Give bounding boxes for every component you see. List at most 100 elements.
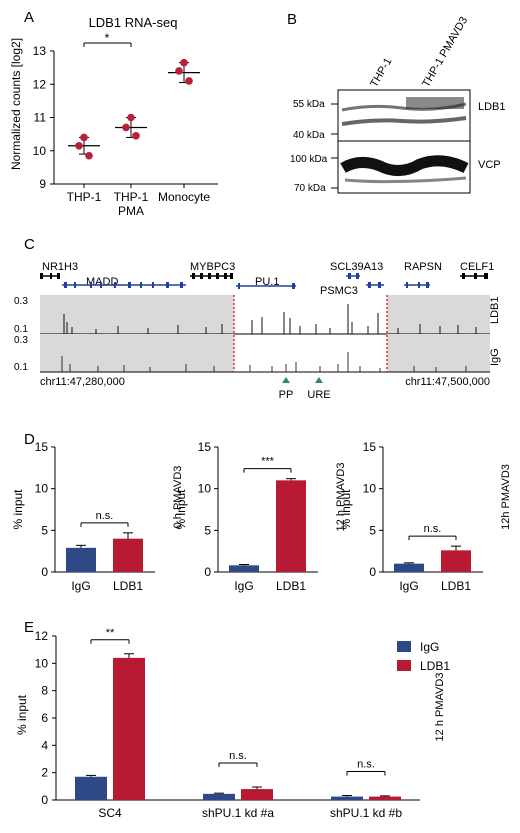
gene-psmc3-label: PSMC3 bbox=[320, 285, 358, 297]
legend-igg-label: IgG bbox=[420, 640, 439, 654]
panel-e-significance: ** n.s. n.s. bbox=[90, 627, 386, 776]
panel-a-ylabel: Normalized counts [log2] bbox=[9, 38, 23, 170]
panel-e-bar bbox=[241, 789, 273, 800]
track-igg: 0.3 0.1 IgG bbox=[14, 334, 501, 373]
panel-e-bar bbox=[113, 657, 145, 800]
gene-mybpc3-body bbox=[190, 273, 233, 279]
panel-e-bar bbox=[369, 796, 401, 800]
track-ldb1-label: LDB1 bbox=[489, 296, 501, 324]
gene-madd-body bbox=[62, 282, 186, 288]
gene-scl39a13-body bbox=[346, 273, 360, 279]
panel-d-side-label: 12 h PMAVD3 bbox=[335, 463, 347, 532]
panel-e-legend: IgG LDB1 bbox=[397, 640, 450, 673]
track-ldb1: 0.3 0.1 LDB1 bbox=[14, 295, 501, 335]
panel-a-ytick-label: 11 bbox=[34, 111, 47, 125]
panel-b-letter: B bbox=[287, 11, 297, 28]
panel-d-letter: D bbox=[24, 431, 35, 448]
track-ldb1-tick-1: 0.3 bbox=[14, 296, 28, 307]
panel-a-xtick-label: THP-1 bbox=[114, 190, 149, 204]
panel-e-y-ticks: 0 2 4 6 8 10 12 bbox=[35, 629, 56, 807]
blot-vcp-label: VCP bbox=[478, 159, 501, 171]
panel-d-bar bbox=[441, 550, 471, 572]
panel-a-letter: A bbox=[24, 9, 34, 26]
track-ldb1-signal bbox=[63, 304, 477, 334]
panel-e-side-label: 12 h PMAVD3 bbox=[434, 673, 446, 742]
panel-e-sig-label: ** bbox=[106, 627, 115, 639]
panel-d-xtick-label: LDB1 bbox=[441, 579, 471, 593]
panel-d-ytick-label: 5 bbox=[369, 523, 376, 537]
legend-igg-swatch bbox=[397, 641, 411, 652]
panel-e-sig-label: n.s. bbox=[357, 758, 375, 770]
panel-d-xtick-label: LDB1 bbox=[113, 579, 143, 593]
panel-a-sig-label: * bbox=[105, 31, 110, 45]
panel-a-ytick-label: 13 bbox=[33, 44, 47, 58]
panel-d-sig-label: n.s. bbox=[96, 510, 114, 522]
gene-pu1-label: PU.1 bbox=[255, 276, 279, 288]
gene-celf1-body bbox=[460, 273, 488, 279]
panel-d-xtick-label: IgG bbox=[71, 579, 90, 593]
panel-d-ytick-label: 0 bbox=[41, 565, 48, 579]
panel-b: B THP-1 THP-1 PMAVD3 LDB1 55 kDa 40 kDa … bbox=[287, 11, 506, 194]
panel-e-ytick-label: 8 bbox=[41, 684, 48, 698]
panel-a-xtick-label: THP-1 bbox=[67, 190, 102, 204]
panel-e-xtick-label: shPU.1 kd #a bbox=[202, 806, 274, 820]
panel-d-xtick-label: IgG bbox=[399, 579, 418, 593]
panel-a-point bbox=[132, 131, 140, 140]
gene-annotation-track: NR1H3 MADD MYBPC3 PU.1 SCL39A13 PSMC3 RA… bbox=[40, 261, 494, 297]
track-ldb1-shade-left bbox=[40, 295, 234, 334]
gene-celf1-label: CELF1 bbox=[460, 261, 494, 273]
track-igg-signal bbox=[61, 352, 467, 372]
panel-d-side-label: 12h PMAVD3 bbox=[500, 464, 512, 530]
panel-a-point bbox=[180, 58, 188, 67]
panel-a-xtick-label: Monocyte bbox=[158, 190, 210, 204]
panel-d-ytick-label: 5 bbox=[41, 523, 48, 537]
blot-ldb1: LDB1 55 kDa 40 kDa bbox=[293, 89, 506, 142]
panel-d-bar bbox=[66, 547, 96, 572]
panel-c: C NR1H3 MADD MYBPC3 PU.1 SCL39A13 PSMC3 … bbox=[14, 236, 501, 401]
gene-rapsn-label: RAPSN bbox=[404, 261, 442, 273]
panel-d-ytick-label: 15 bbox=[35, 440, 49, 454]
panel-a-point bbox=[85, 151, 93, 160]
panel-e-bars bbox=[75, 653, 401, 800]
blot-ldb1-band-lower bbox=[341, 116, 467, 126]
panel-e-ytick-label: 2 bbox=[41, 766, 48, 780]
panel-a-point bbox=[175, 67, 183, 75]
panel-e-xtick-label: SC4 bbox=[98, 806, 122, 820]
panel-e-x-ticks: SC4 shPU.1 kd #a shPU.1 kd #b bbox=[98, 806, 402, 820]
panel-b-lane-1: THP-1 bbox=[368, 56, 394, 90]
panel-a-point bbox=[80, 133, 88, 142]
panel-e-ylabel: % input bbox=[15, 694, 29, 735]
panel-d-bar bbox=[276, 480, 306, 572]
site-ure-marker bbox=[315, 377, 323, 383]
panel-d-subplot-12h: % input 0 5 10 15 IgG LDB1 *** 12 h PMAVD3 bbox=[174, 440, 347, 593]
track-igg-tick-2: 0.1 bbox=[14, 362, 28, 373]
blot-ldb1-label: LDB1 bbox=[478, 101, 506, 113]
panel-d-ytick-label: 10 bbox=[363, 482, 377, 496]
panel-e-bar bbox=[75, 776, 107, 800]
panel-a-ytick-label: 12 bbox=[33, 77, 47, 91]
panel-a-point bbox=[122, 123, 130, 132]
panel-e-bar bbox=[331, 796, 363, 800]
blot-vcp-band-shadow bbox=[344, 176, 467, 184]
track-ldb1-shade-right bbox=[387, 295, 490, 334]
panel-e: E % input 0 2 4 6 8 10 12 SC4 shPU.1 kd #a shPU.… bbox=[15, 619, 450, 820]
panel-d-xtick-label: LDB1 bbox=[276, 579, 306, 593]
gene-pu1-body bbox=[236, 283, 296, 289]
gene-rapsn-body bbox=[404, 282, 430, 288]
site-pp-marker bbox=[282, 377, 290, 383]
legend-ldb1-swatch bbox=[397, 660, 411, 671]
panel-d-side-label: 0 h PMAVD3 bbox=[172, 466, 184, 529]
panel-a-point bbox=[75, 141, 83, 150]
panel-d-ytick-label: 5 bbox=[204, 523, 211, 537]
blot-vcp-marker-1: 100 kDa bbox=[290, 154, 328, 165]
track-igg-label: IgG bbox=[489, 348, 501, 366]
track-igg-shade-right bbox=[387, 334, 490, 372]
gene-mybpc3-label: MYBPC3 bbox=[190, 261, 235, 273]
panel-d-ytick-label: 10 bbox=[198, 482, 212, 496]
gene-nr1h3-body bbox=[40, 273, 60, 279]
panel-d-bar bbox=[113, 538, 143, 572]
coord-left: chr11:47,280,000 bbox=[40, 376, 125, 388]
blot-ldb1-band-lane2 bbox=[406, 97, 464, 109]
panel-a-ytick-label: 10 bbox=[33, 144, 47, 158]
